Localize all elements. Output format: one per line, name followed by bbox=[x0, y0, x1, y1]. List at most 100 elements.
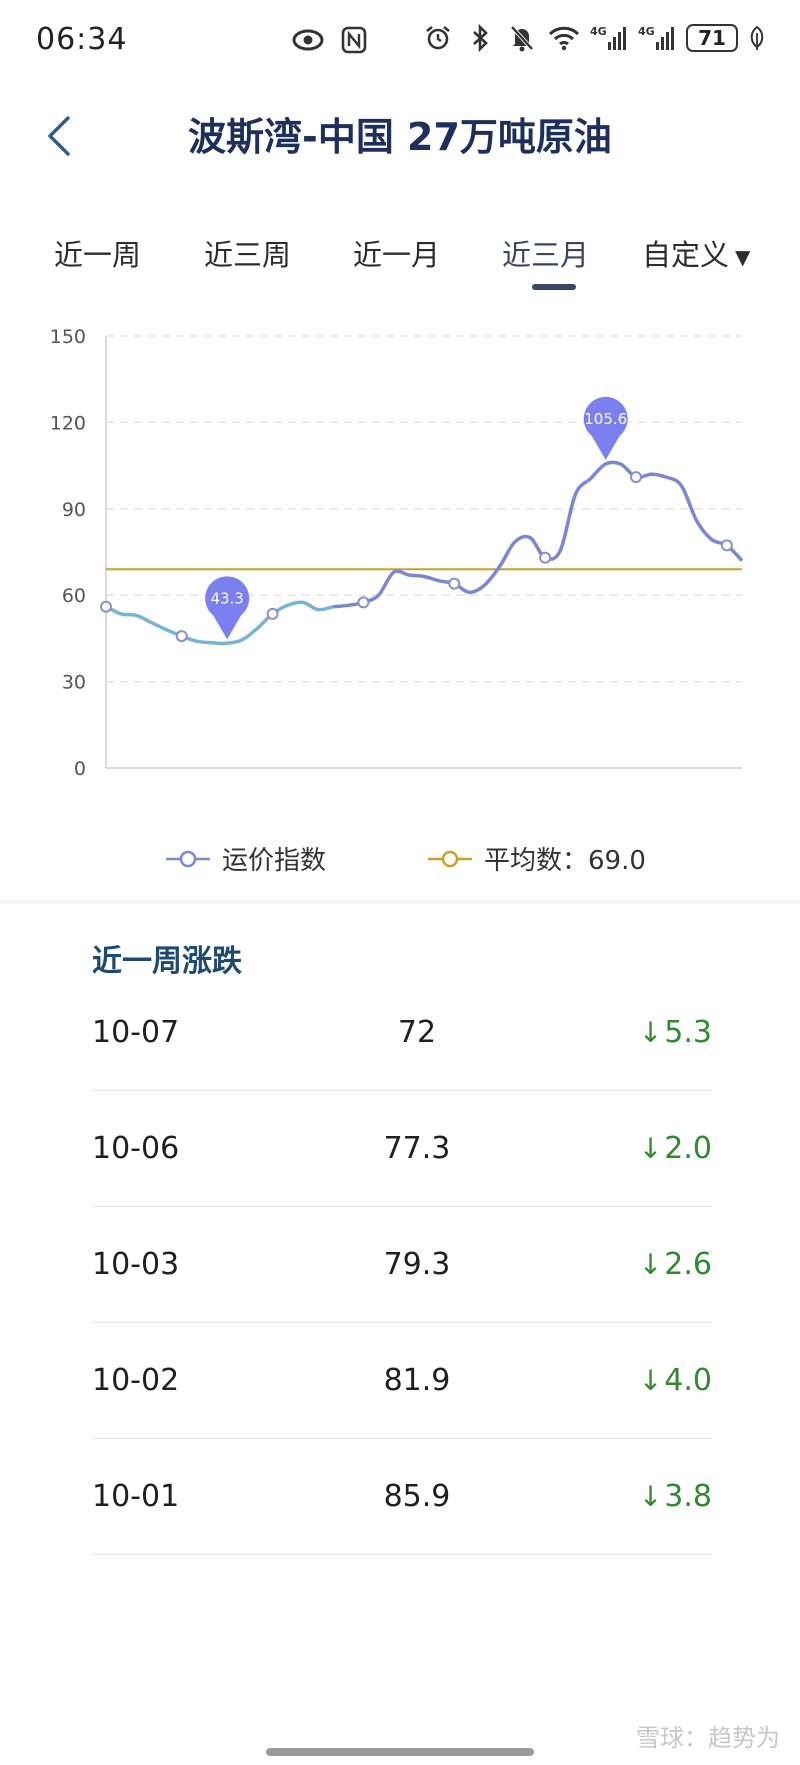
arrow-down-icon: ↓ bbox=[638, 1016, 663, 1049]
row-value: 77.3 bbox=[383, 1131, 451, 1166]
row-value: 81.9 bbox=[383, 1363, 451, 1398]
signal-4g-icon: 4G bbox=[590, 22, 628, 54]
row-change: ↓ 2.6 bbox=[639, 1247, 712, 1282]
caret-down-icon: ▼ bbox=[735, 245, 751, 269]
eye-icon bbox=[292, 24, 324, 56]
x-tick-label: 07-15 bbox=[78, 787, 133, 790]
row-change: ↓ 4.0 bbox=[639, 1363, 712, 1398]
data-point bbox=[448, 577, 461, 590]
min-marker bbox=[205, 576, 250, 640]
active-tab-indicator bbox=[532, 284, 576, 290]
list-item: 10-03 79.3 ↓ 2.6 bbox=[92, 1207, 712, 1323]
arrow-down-icon: ↓ bbox=[638, 1364, 663, 1397]
tab-three-months[interactable]: 近三月 bbox=[502, 238, 590, 272]
list-item: 10-02 81.9 ↓ 4.0 bbox=[92, 1323, 712, 1439]
arrow-down-icon: ↓ bbox=[638, 1248, 663, 1281]
leaf-icon bbox=[748, 22, 766, 54]
row-value: 85.9 bbox=[383, 1479, 451, 1514]
row-date: 10-03 bbox=[92, 1247, 180, 1282]
nfc-icon bbox=[338, 24, 370, 56]
arrow-down-icon: ↓ bbox=[638, 1480, 663, 1513]
data-point bbox=[720, 539, 733, 552]
row-change-value: 4.0 bbox=[664, 1363, 712, 1398]
data-point bbox=[100, 600, 112, 613]
x-tick-label: 08-18 bbox=[336, 787, 391, 790]
x-tick-label: 09-22 bbox=[601, 787, 656, 790]
status-time: 06:34 bbox=[36, 22, 128, 57]
row-date: 10-06 bbox=[92, 1131, 180, 1166]
y-tick-label: 120 bbox=[50, 412, 86, 434]
y-tick-label: 60 bbox=[62, 585, 86, 607]
wifi-icon bbox=[548, 22, 580, 54]
row-change-value: 3.8 bbox=[664, 1479, 712, 1514]
freight-index-chart: 0 30 60 90 120 150 07-15 07-25 08-06 08-18 08-29 09… bbox=[0, 320, 800, 790]
line-circle-marker-icon bbox=[428, 850, 472, 867]
weekly-change-title: 近一周涨跌 bbox=[92, 944, 242, 979]
row-change-value: 5.3 bbox=[664, 1015, 712, 1050]
legend-average[interactable]: 平均数：69.0 bbox=[428, 840, 646, 877]
y-tick-label: 150 bbox=[50, 326, 86, 348]
status-bar: 06:34 4G 4G 71 bbox=[0, 0, 800, 84]
list-item: 10-07 72 ↓ 5.3 bbox=[92, 975, 712, 1091]
list-item: 10-01 85.9 ↓ 3.8 bbox=[92, 1439, 712, 1555]
back-button[interactable] bbox=[40, 108, 80, 164]
x-tick-label: 07-25 bbox=[154, 787, 209, 790]
section-divider bbox=[0, 900, 800, 904]
marker-label: 43.3 bbox=[210, 589, 243, 607]
chart-legend: 运价指数 平均数：69.0 bbox=[0, 840, 800, 880]
x-tick-label: 09-10 bbox=[510, 787, 565, 790]
alarm-icon bbox=[422, 22, 454, 54]
y-tick-label: 30 bbox=[62, 672, 86, 694]
marker-label: 105.6 bbox=[584, 410, 627, 428]
y-tick-label: 90 bbox=[62, 499, 86, 521]
row-date: 10-07 bbox=[92, 1015, 180, 1050]
row-change: ↓ 5.3 bbox=[639, 1015, 712, 1050]
row-change-value: 2.0 bbox=[664, 1131, 712, 1166]
row-change: ↓ 2.0 bbox=[639, 1131, 712, 1166]
x-tick-label: 08-29 bbox=[419, 787, 474, 790]
mute-icon bbox=[506, 22, 538, 54]
tab-one-week[interactable]: 近一周 bbox=[54, 238, 142, 272]
battery-icon: 71 bbox=[686, 24, 738, 52]
data-point bbox=[266, 607, 279, 620]
bluetooth-icon bbox=[464, 22, 496, 54]
legend-average-label: 平均数：69.0 bbox=[484, 846, 646, 876]
watermark: 雪球：趋势为 bbox=[636, 1724, 780, 1752]
data-point bbox=[357, 596, 370, 609]
row-date: 10-02 bbox=[92, 1363, 180, 1398]
row-value: 79.3 bbox=[383, 1247, 451, 1282]
home-indicator[interactable] bbox=[266, 1748, 534, 1756]
period-tabs: 近一周 近三周 近一月 近三月 自定义 ▼ bbox=[0, 220, 800, 290]
row-date: 10-01 bbox=[92, 1479, 180, 1514]
max-marker bbox=[583, 396, 628, 460]
chevron-left-icon bbox=[48, 116, 70, 156]
y-tick-label: 0 bbox=[74, 758, 86, 780]
page-title: 波斯湾-中国 27万吨原油 bbox=[188, 115, 612, 159]
x-tick-label: 10-02 bbox=[677, 787, 732, 790]
tab-custom-label: 自定义 bbox=[642, 238, 730, 272]
tab-custom[interactable]: 自定义 ▼ bbox=[642, 232, 750, 274]
app-header: 波斯湾-中国 27万吨原油 bbox=[0, 90, 800, 180]
data-point bbox=[539, 551, 552, 564]
weekly-change-list: 10-07 72 ↓ 5.3 10-06 77.3 ↓ 2.0 10-03 79.3… bbox=[92, 975, 712, 1555]
legend-index[interactable]: 运价指数 bbox=[166, 840, 326, 877]
arrow-down-icon: ↓ bbox=[638, 1132, 663, 1165]
line-chart: 0 30 60 90 120 150 07-15 07-25 08-06 08-18 08-29 09… bbox=[50, 326, 744, 790]
battery-level: 71 bbox=[698, 26, 726, 50]
legend-index-label: 运价指数 bbox=[222, 846, 327, 876]
index-line-early bbox=[105, 600, 334, 646]
list-item: 10-06 77.3 ↓ 2.0 bbox=[92, 1091, 712, 1207]
data-point bbox=[175, 630, 188, 643]
svg-text:4G: 4G bbox=[638, 25, 655, 38]
tab-three-weeks[interactable]: 近三周 bbox=[204, 238, 292, 272]
row-value: 72 bbox=[397, 1015, 437, 1050]
row-change: ↓ 3.8 bbox=[639, 1479, 712, 1514]
row-change-value: 2.6 bbox=[664, 1247, 712, 1282]
x-tick-label: 08-06 bbox=[245, 787, 300, 790]
svg-text:4G: 4G bbox=[590, 25, 607, 38]
data-point bbox=[630, 471, 642, 484]
line-circle-marker-icon bbox=[166, 850, 210, 867]
index-line bbox=[332, 460, 744, 609]
tab-one-month[interactable]: 近一月 bbox=[353, 238, 441, 272]
signal-4g-icon: 4G bbox=[638, 22, 676, 54]
